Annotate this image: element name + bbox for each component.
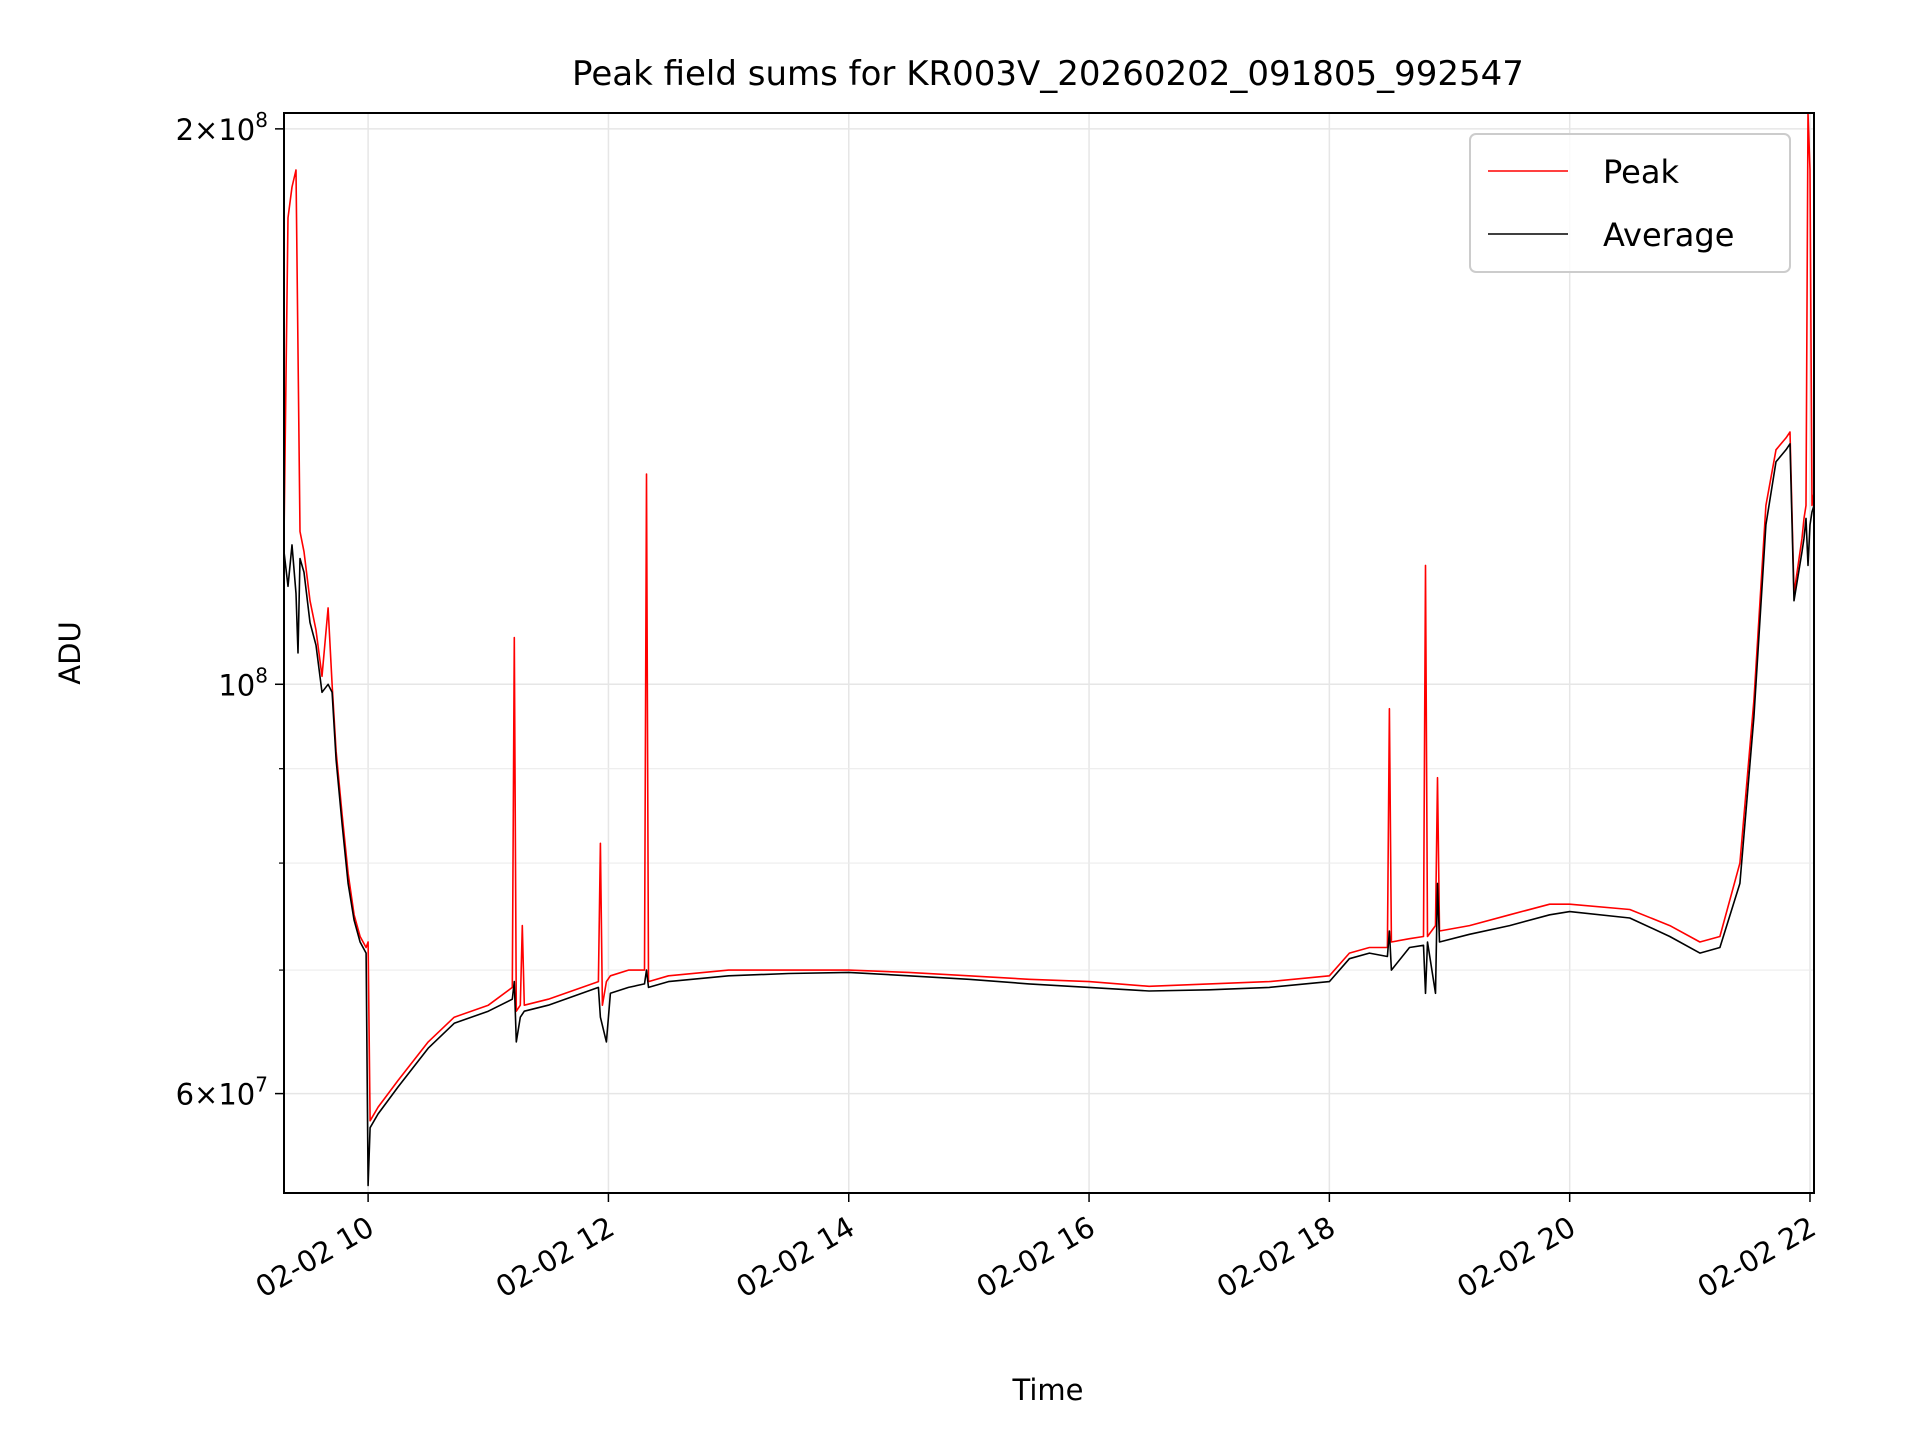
legend-box bbox=[1469, 133, 1791, 273]
legend-peak-label: Peak bbox=[1603, 153, 1679, 191]
y-axis: 6×107 108 2×108 bbox=[176, 108, 284, 1112]
series-line-average bbox=[283, 443, 1815, 1187]
legend-average-label: Average bbox=[1603, 216, 1734, 254]
plot-area bbox=[283, 112, 1815, 1187]
x-axis-label: Time bbox=[1012, 1373, 1084, 1407]
y-tick-label: 6×107 bbox=[176, 1073, 268, 1112]
series-line-peak bbox=[283, 112, 1815, 1122]
y-axis-label: ADU bbox=[53, 621, 87, 684]
axes-frame bbox=[283, 112, 1815, 1194]
chart-title: Peak field sums for KR003V_20260202_0918… bbox=[572, 54, 1524, 94]
y-tick-label: 108 bbox=[218, 663, 268, 702]
grid bbox=[284, 113, 1814, 1193]
y-tick-label: 2×108 bbox=[176, 108, 268, 147]
legend: Peak Average bbox=[1469, 133, 1791, 273]
